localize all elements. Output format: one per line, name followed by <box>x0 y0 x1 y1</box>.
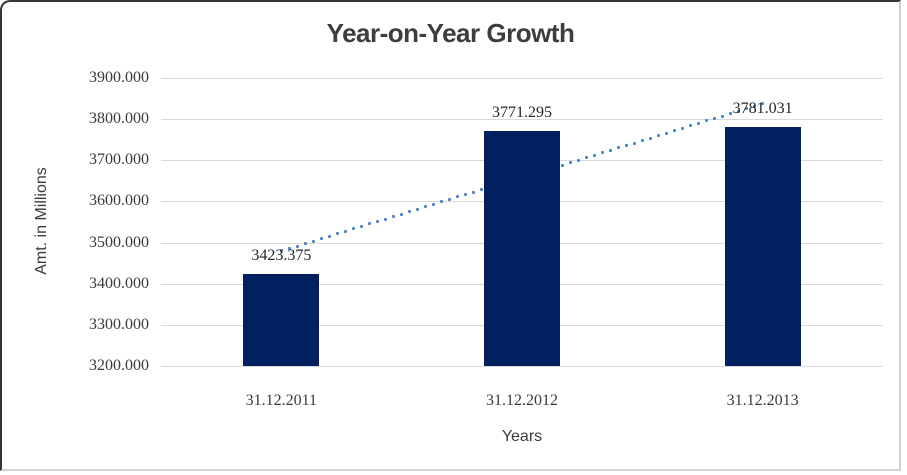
trendline-dot <box>761 102 765 106</box>
trendline-dot <box>560 163 564 167</box>
bars-layer: 3423.375 3771.295 3781.031 <box>2 2 899 469</box>
y-tick-label: 3800.000 <box>89 110 149 128</box>
bar <box>724 126 801 366</box>
x-tick-label: 31.12.2012 <box>486 392 558 409</box>
bar <box>484 130 560 366</box>
trendline-dot <box>424 205 428 209</box>
bar-value-label: 3771.295 <box>492 103 552 121</box>
trendline-dot <box>648 136 652 140</box>
y-tick-label: 3500.000 <box>89 233 149 251</box>
gridline <box>161 366 883 367</box>
trendline-dot <box>729 112 733 116</box>
trendline-dot <box>680 126 684 130</box>
y-tick-label: 3600.000 <box>89 192 149 210</box>
trendline-dot <box>448 197 452 201</box>
trendline-dot <box>327 234 331 238</box>
y-tick-label: 3300.000 <box>89 315 149 333</box>
trendline-dot <box>408 210 412 214</box>
trendline-dot <box>480 188 484 192</box>
y-tick-label: 3200.000 <box>89 357 149 374</box>
trendline-dot <box>368 222 372 226</box>
axis-labels-layer: 3900.000 3800.000 3700.000 3600.000 3500.000… <box>2 2 899 469</box>
trendline-dot <box>303 242 307 246</box>
trendline-dot <box>616 146 620 150</box>
trendline-dot <box>640 139 644 143</box>
trendline-dot <box>632 141 636 145</box>
trendline-dot <box>319 237 323 241</box>
trendline-dot <box>311 239 315 243</box>
trendline-dot <box>688 124 692 128</box>
trendline-dot <box>592 153 596 157</box>
gridline <box>161 119 883 121</box>
trendline-dot <box>279 249 283 253</box>
trendline-dot <box>440 200 444 204</box>
trendline-dot <box>713 116 717 120</box>
trendline-dot <box>672 129 676 133</box>
trendline-dot <box>360 224 364 228</box>
trendline-dot <box>584 156 588 160</box>
trendline-dot <box>400 212 404 216</box>
trendline-dot <box>656 134 660 138</box>
trendline-dot <box>705 119 708 123</box>
trendline-dot <box>568 161 572 165</box>
trendline-dot <box>416 207 420 211</box>
bar <box>243 274 320 366</box>
x-axis-title: Years <box>501 428 543 445</box>
trendline-dot <box>344 229 347 233</box>
trendline-dot <box>335 232 339 236</box>
trendline-dot <box>664 131 668 135</box>
trendline-dot <box>456 195 460 199</box>
trendline-dot <box>608 148 612 152</box>
trendline-dot <box>721 114 725 118</box>
trendline-dot <box>624 143 628 147</box>
trendline-dot <box>745 107 749 111</box>
chart-title: Year-on-Year Growth <box>326 18 575 48</box>
trendline-dot <box>376 219 380 223</box>
y-tick-label: 3400.000 <box>89 274 149 292</box>
gridline <box>161 78 883 79</box>
trendline-dot <box>753 104 757 108</box>
y-tick-label: 3900.000 <box>89 69 149 86</box>
trendline-dot <box>696 121 700 125</box>
bar-value-label: 3781.031 <box>732 99 793 117</box>
trendline-dot <box>472 190 476 194</box>
x-tick-label: 31.12.2013 <box>726 392 799 409</box>
y-tick-label: 3700.000 <box>89 151 149 169</box>
trendline-dot <box>432 202 436 206</box>
trendline-dot <box>464 193 468 196</box>
trendline-dot <box>352 227 356 231</box>
trendline-dot <box>287 246 291 250</box>
trendline-dot <box>384 217 388 221</box>
trendline-dot <box>576 158 580 162</box>
trendline-layer <box>2 2 899 469</box>
trendline-dot <box>600 151 604 155</box>
trendline-dot <box>392 215 396 219</box>
trendline-dot <box>295 244 299 248</box>
trendline-dot <box>737 109 741 113</box>
x-tick-label: 31.12.2011 <box>245 392 318 409</box>
bar-value-label: 3423.375 <box>251 247 312 265</box>
